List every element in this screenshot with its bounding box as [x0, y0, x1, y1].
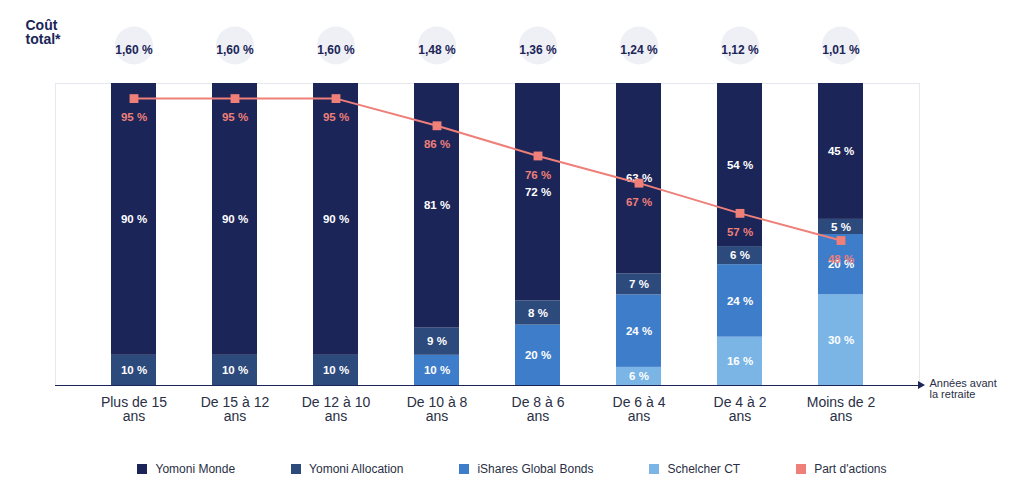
svg-text:De 15 à 12ans: De 15 à 12ans: [201, 394, 270, 424]
svg-text:16 %: 16 %: [727, 355, 753, 367]
svg-text:30 %: 30 %: [828, 334, 854, 346]
svg-text:De 10 à 8ans: De 10 à 8ans: [407, 394, 468, 424]
svg-text:10 %: 10 %: [222, 364, 248, 376]
svg-text:45 %: 45 %: [828, 145, 854, 157]
svg-text:10 %: 10 %: [424, 364, 450, 376]
svg-text:Moins de 2ans: Moins de 2ans: [807, 394, 876, 424]
svg-text:95 %: 95 %: [323, 111, 349, 123]
svg-text:Plus de 15ans: Plus de 15ans: [101, 394, 167, 424]
svg-text:De 12 à 10ans: De 12 à 10ans: [302, 394, 371, 424]
svg-text:90 %: 90 %: [121, 213, 147, 225]
svg-text:6 %: 6 %: [730, 249, 750, 261]
html-text:Yomoni Allocation: Yomoni Allocation: [309, 462, 404, 476]
svg-text:57 %: 57 %: [727, 226, 753, 238]
svg-text:1,36 %: 1,36 %: [519, 43, 557, 57]
svg-text:63 %: 63 %: [625, 172, 653, 185]
svg-text:5 %: 5 %: [831, 221, 851, 233]
svg-text:8 %: 8 %: [528, 307, 548, 319]
svg-text:6 %: 6 %: [629, 370, 649, 382]
svg-text:90 %: 90 %: [222, 213, 248, 225]
svg-text:De 6 à 4ans: De 6 à 4ans: [613, 394, 666, 424]
svg-text:1,60 %: 1,60 %: [216, 43, 254, 57]
svg-text:1,60 %: 1,60 %: [115, 43, 153, 57]
svg-text:24 %: 24 %: [626, 325, 652, 337]
svg-text:Coûttotal*: Coûttotal*: [26, 17, 62, 47]
svg-text:10 %: 10 %: [121, 364, 147, 376]
svg-text:76 %: 76 %: [525, 169, 551, 181]
svg-text:72 %: 72 %: [525, 186, 551, 198]
svg-text:De 8 à 6ans: De 8 à 6ans: [512, 394, 565, 424]
svg-text:81 %: 81 %: [424, 199, 450, 211]
svg-text:9 %: 9 %: [427, 335, 447, 347]
svg-text:24 %: 24 %: [727, 295, 753, 307]
svg-text:67 %: 67 %: [626, 196, 652, 208]
svg-text:95 %: 95 %: [121, 111, 147, 123]
html-text:Part d'actions: Part d'actions: [814, 462, 887, 476]
html-text:iShares Global Bonds: iShares Global Bonds: [477, 462, 594, 476]
html-text:Yomoni Monde: Yomoni Monde: [155, 462, 236, 476]
svg-text:10 %: 10 %: [323, 364, 349, 376]
svg-text:Années avantla retraite: Années avantla retraite: [930, 377, 997, 400]
svg-text:90 %: 90 %: [323, 213, 349, 225]
svg-text:48 %: 48 %: [828, 253, 854, 265]
svg-text:7 %: 7 %: [629, 278, 649, 290]
svg-text:1,48 %: 1,48 %: [418, 43, 456, 57]
svg-text:1,12 %: 1,12 %: [721, 43, 759, 57]
svg-text:86 %: 86 %: [424, 138, 450, 150]
svg-text:1,24 %: 1,24 %: [620, 43, 658, 57]
svg-text:1,60 %: 1,60 %: [317, 43, 355, 57]
svg-text:95 %: 95 %: [222, 111, 248, 123]
svg-text:1,01 %: 1,01 %: [822, 43, 860, 57]
svg-text:De 4 à 2ans: De 4 à 2ans: [714, 394, 767, 424]
svg-text:20 %: 20 %: [525, 349, 551, 361]
html-text:Schelcher CT: Schelcher CT: [667, 462, 741, 476]
svg-text:54 %: 54 %: [727, 159, 753, 171]
